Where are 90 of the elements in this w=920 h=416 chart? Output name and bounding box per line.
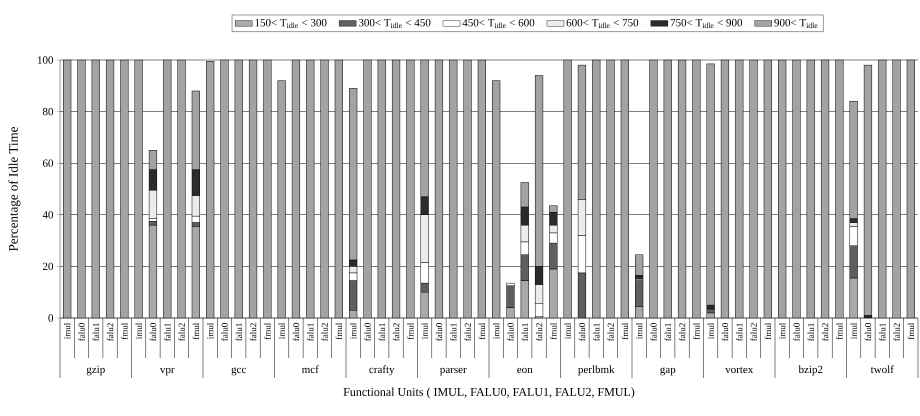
y-tick-label: 80 (42, 108, 54, 116)
x-tick-label: falu0 (507, 323, 514, 341)
text: twolf (870, 365, 894, 374)
x-tick-label: falu1 (164, 323, 170, 341)
y-tick-label: 20 (42, 262, 54, 270)
y-tick-label: 0 (48, 314, 54, 322)
x-tick-label: falu2 (750, 323, 757, 341)
x-tick-label: imul (64, 322, 70, 340)
bar (850, 101, 858, 219)
legend-label: 450< T$_{idle}$ < 600 (462, 18, 534, 28)
legend-label: 750< T$_{idle}$ < 900 (670, 18, 742, 28)
x-tick-label: fmul (478, 322, 486, 340)
x-tick-label: falu0 (578, 323, 586, 341)
legend-label: 150< T$_{idle}$ < 300 (255, 18, 326, 28)
x-tick-label: imul (135, 322, 142, 340)
text: gap (660, 367, 676, 376)
text: mcf (302, 365, 319, 374)
x-tick-label: falu0 (292, 323, 300, 341)
x-tick-label: fmul (622, 322, 628, 340)
x-tick-label: falu1 (664, 323, 671, 341)
x-tick-label: falu1 (450, 323, 456, 341)
x-tick-label: fmul (192, 322, 200, 340)
x-tick-label: falu1 (593, 323, 600, 341)
x-tick-label: falu0 (78, 323, 85, 341)
y-axis-title: Percentage of Idle Time (8, 127, 20, 252)
x-tick-label: imul (707, 322, 714, 340)
x-tick-label: falu1 (522, 323, 528, 341)
x-tick-label: falu1 (736, 323, 742, 341)
x-tick-label: imul (636, 322, 642, 340)
x-tick-label: falu0 (364, 323, 371, 341)
y-tick-label: 60 (42, 159, 54, 167)
x-tick-label: imul (278, 322, 285, 340)
legend-label: 300< T$_{idle}$ < 450 (358, 18, 430, 28)
x-tick-label: fmul (264, 322, 271, 340)
text: eon (517, 368, 533, 374)
text: gzip (86, 366, 105, 376)
text: parser (440, 368, 467, 376)
x-tick-label: falu2 (392, 323, 400, 341)
x-tick-label: imul (206, 322, 214, 340)
x-tick-label: imul (421, 322, 428, 340)
x-tick-label: falu2 (106, 323, 114, 341)
x-tick-label: falu0 (722, 323, 728, 341)
x-tick-label: falu2 (250, 323, 256, 341)
x-tick-label: falu2 (536, 323, 542, 341)
x-tick-label: fmul (693, 322, 700, 340)
legend-label: 600< T$_{idle}$ < 750 (566, 18, 638, 28)
x-tick-label: fmul (336, 322, 342, 340)
text: vpr (160, 368, 174, 376)
x-tick-label: fmul (908, 322, 914, 340)
x-tick-label: fmul (764, 322, 772, 340)
x-tick-label: fmul (836, 322, 843, 340)
x-tick-label: imul (850, 322, 857, 340)
legend-label: 900< T$_{idle}$ (774, 18, 818, 28)
x-tick-label: imul (778, 322, 786, 340)
text: crafty (369, 365, 395, 376)
text: perlbmk (578, 365, 615, 376)
text: bzip2 (798, 365, 822, 376)
x-tick-label: imul (564, 322, 571, 340)
x-tick-label: imul (492, 322, 500, 340)
x-tick-label: falu2 (678, 323, 686, 341)
bar (706, 64, 715, 306)
x-tick-label: falu0 (864, 323, 872, 341)
x-tick-label: falu2 (178, 323, 185, 341)
x-tick-label: falu0 (436, 323, 442, 341)
x-tick-label: falu2 (464, 323, 471, 341)
x-tick-label: fmul (550, 322, 557, 340)
x-tick-label: falu2 (321, 323, 328, 341)
x-tick-label: fmul (407, 322, 414, 340)
x-tick-label: falu2 (822, 323, 828, 341)
bar (864, 64, 872, 316)
x-tick-label: falu2 (607, 323, 614, 341)
y-tick-label: 100 (38, 56, 54, 64)
x-tick-label: falu1 (307, 323, 314, 341)
x-tick-label: imul (350, 322, 356, 340)
x-tick-label: falu1 (879, 323, 886, 341)
text: gcc (232, 367, 246, 376)
x-tick-label: falu1 (236, 323, 242, 341)
x-tick-label: falu1 (808, 323, 814, 341)
x-tick-label: falu0 (793, 323, 800, 341)
x-tick-label: falu0 (150, 323, 156, 341)
x-tick-label: falu1 (378, 323, 385, 341)
x-tick-label: falu0 (221, 323, 228, 341)
x-tick-label: falu1 (92, 323, 99, 341)
text: vortex (725, 366, 754, 374)
x-tick-label: fmul (121, 322, 128, 340)
bar (635, 254, 644, 276)
x-tick-label: falu0 (650, 323, 657, 341)
y-tick-label: 40 (42, 211, 54, 219)
x-axis-title: Functional Units ( IMUL, FALU0, FALU1, FALU2, FMUL) (344, 388, 634, 398)
x-tick-label: falu2 (893, 323, 900, 341)
